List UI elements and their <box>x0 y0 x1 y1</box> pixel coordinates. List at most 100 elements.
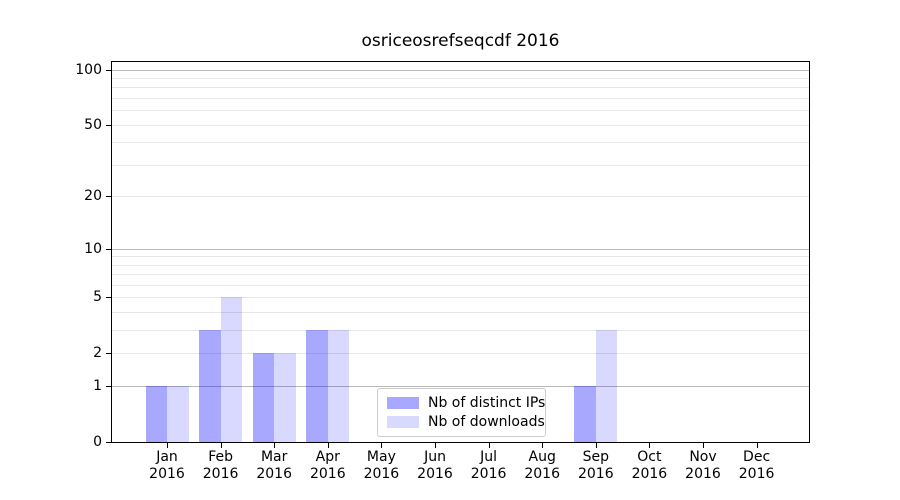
y-tick-label: 100 <box>75 61 102 78</box>
bar-downloads-sep <box>595 330 618 442</box>
x-tick-mark <box>756 443 758 448</box>
gridline-minor <box>112 312 809 314</box>
x-tick-label-sep: Sep 2016 <box>568 449 624 482</box>
gridline-minor <box>112 87 809 89</box>
legend-label-distinct-ips: Nb of distinct IPs <box>428 395 546 411</box>
x-tick-year: 2016 <box>470 465 507 482</box>
bar-downloads-feb <box>220 297 243 442</box>
x-tick-mark <box>542 443 544 448</box>
x-tick-year: 2016 <box>309 465 346 482</box>
x-tick-mark <box>703 443 704 448</box>
gridline-minor <box>112 164 809 166</box>
x-tick-label-nov: Nov 2016 <box>675 449 731 482</box>
x-tick-mark <box>274 443 276 448</box>
x-tick-month: Jun <box>424 449 446 465</box>
y-tick-mark <box>106 442 111 443</box>
gridline-minor <box>112 297 809 299</box>
gridline-minor <box>112 124 809 126</box>
y-tick-label: 50 <box>84 116 102 133</box>
legend-label-downloads: Nb of downloads <box>428 414 545 430</box>
gridline-minor <box>112 274 809 276</box>
x-tick-year: 2016 <box>363 465 400 482</box>
y-tick-mark <box>106 297 111 299</box>
bar-distinct-ips-feb <box>199 330 221 442</box>
x-tick-month: Mar <box>260 449 288 465</box>
x-tick-label-aug: Aug 2016 <box>514 449 570 482</box>
y-tick-mark <box>106 124 111 126</box>
gridline-major <box>112 386 809 388</box>
x-tick-month: Apr <box>315 449 340 465</box>
x-tick-month: Feb <box>208 449 233 465</box>
bar-downloads-jan <box>167 386 189 442</box>
gridline-major <box>112 248 809 250</box>
legend-swatch-downloads <box>387 416 419 428</box>
x-tick-mark <box>381 443 383 448</box>
bar-distinct-ips-apr <box>306 330 328 442</box>
bar-distinct-ips-mar <box>252 353 275 442</box>
x-tick-month: Aug <box>528 449 556 465</box>
gridline-minor <box>112 284 809 286</box>
x-tick-label-jul: Jul 2016 <box>461 449 517 482</box>
x-tick-month: Jul <box>480 449 498 465</box>
x-tick-label-oct: Oct 2016 <box>621 449 677 482</box>
x-tick-year: 2016 <box>202 465 239 482</box>
chart-title: osriceosrefseqcdf 2016 <box>361 31 560 51</box>
gridline-minor <box>112 330 809 332</box>
y-tick-mark <box>106 69 111 71</box>
x-tick-year: 2016 <box>738 465 775 482</box>
legend-swatch-distinct-ips <box>387 397 419 409</box>
gridline-minor <box>112 256 809 258</box>
x-tick-month: Sep <box>582 449 609 465</box>
x-tick-year: 2016 <box>256 465 292 482</box>
y-tick-label: 20 <box>84 188 102 205</box>
gridline-minor <box>112 78 809 80</box>
x-tick-month: Dec <box>743 449 771 465</box>
x-tick-mark <box>649 443 651 448</box>
x-tick-month: Oct <box>637 449 662 465</box>
gridline-major <box>112 69 809 71</box>
y-tick-label: 2 <box>93 345 102 362</box>
x-tick-mark <box>220 443 222 448</box>
gridline-minor <box>112 98 809 100</box>
bar-downloads-apr <box>327 330 350 442</box>
x-tick-year: 2016 <box>631 465 668 482</box>
x-tick-label-jun: Jun 2016 <box>407 449 463 482</box>
x-tick-year: 2016 <box>149 465 185 482</box>
gridline-minor <box>112 264 809 266</box>
y-tick-mark <box>106 248 111 250</box>
x-tick-label-dec: Dec 2016 <box>729 449 785 482</box>
legend: Nb of distinct IPs Nb of downloads <box>377 388 546 437</box>
x-tick-mark <box>167 443 168 448</box>
x-tick-year: 2016 <box>685 465 721 482</box>
legend-item-downloads: Nb of downloads <box>387 414 545 430</box>
x-tick-label-may: May 2016 <box>353 449 409 482</box>
gridline-minor <box>112 142 809 144</box>
y-tick-mark <box>106 196 111 198</box>
x-tick-mark <box>488 443 490 448</box>
gridline-minor <box>112 110 809 112</box>
gridline-minor <box>112 353 809 355</box>
x-tick-month: Jan <box>156 449 178 465</box>
plot-area: Nb of distinct IPs Nb of downloads <box>111 61 810 443</box>
y-tick-label: 1 <box>93 378 102 395</box>
bar-distinct-ips-sep <box>574 386 596 442</box>
bar-distinct-ips-jan <box>145 386 167 442</box>
x-tick-month: May <box>366 449 396 465</box>
x-tick-label-feb: Feb 2016 <box>193 449 249 482</box>
x-tick-year: 2016 <box>577 465 614 482</box>
x-tick-label-mar: Mar 2016 <box>246 449 302 482</box>
x-tick-month: Nov <box>689 449 717 465</box>
x-tick-label-apr: Apr 2016 <box>300 449 356 482</box>
x-tick-mark <box>327 443 329 448</box>
x-tick-mark <box>435 443 436 448</box>
gridline-minor <box>112 196 809 198</box>
y-tick-mark <box>106 353 111 355</box>
x-tick-year: 2016 <box>524 465 560 482</box>
x-tick-mark <box>595 443 597 448</box>
y-tick-label: 0 <box>93 434 102 450</box>
bar-downloads-mar <box>274 353 296 442</box>
y-tick-label: 5 <box>93 289 102 306</box>
x-tick-year: 2016 <box>417 465 453 482</box>
y-tick-mark <box>106 386 111 388</box>
